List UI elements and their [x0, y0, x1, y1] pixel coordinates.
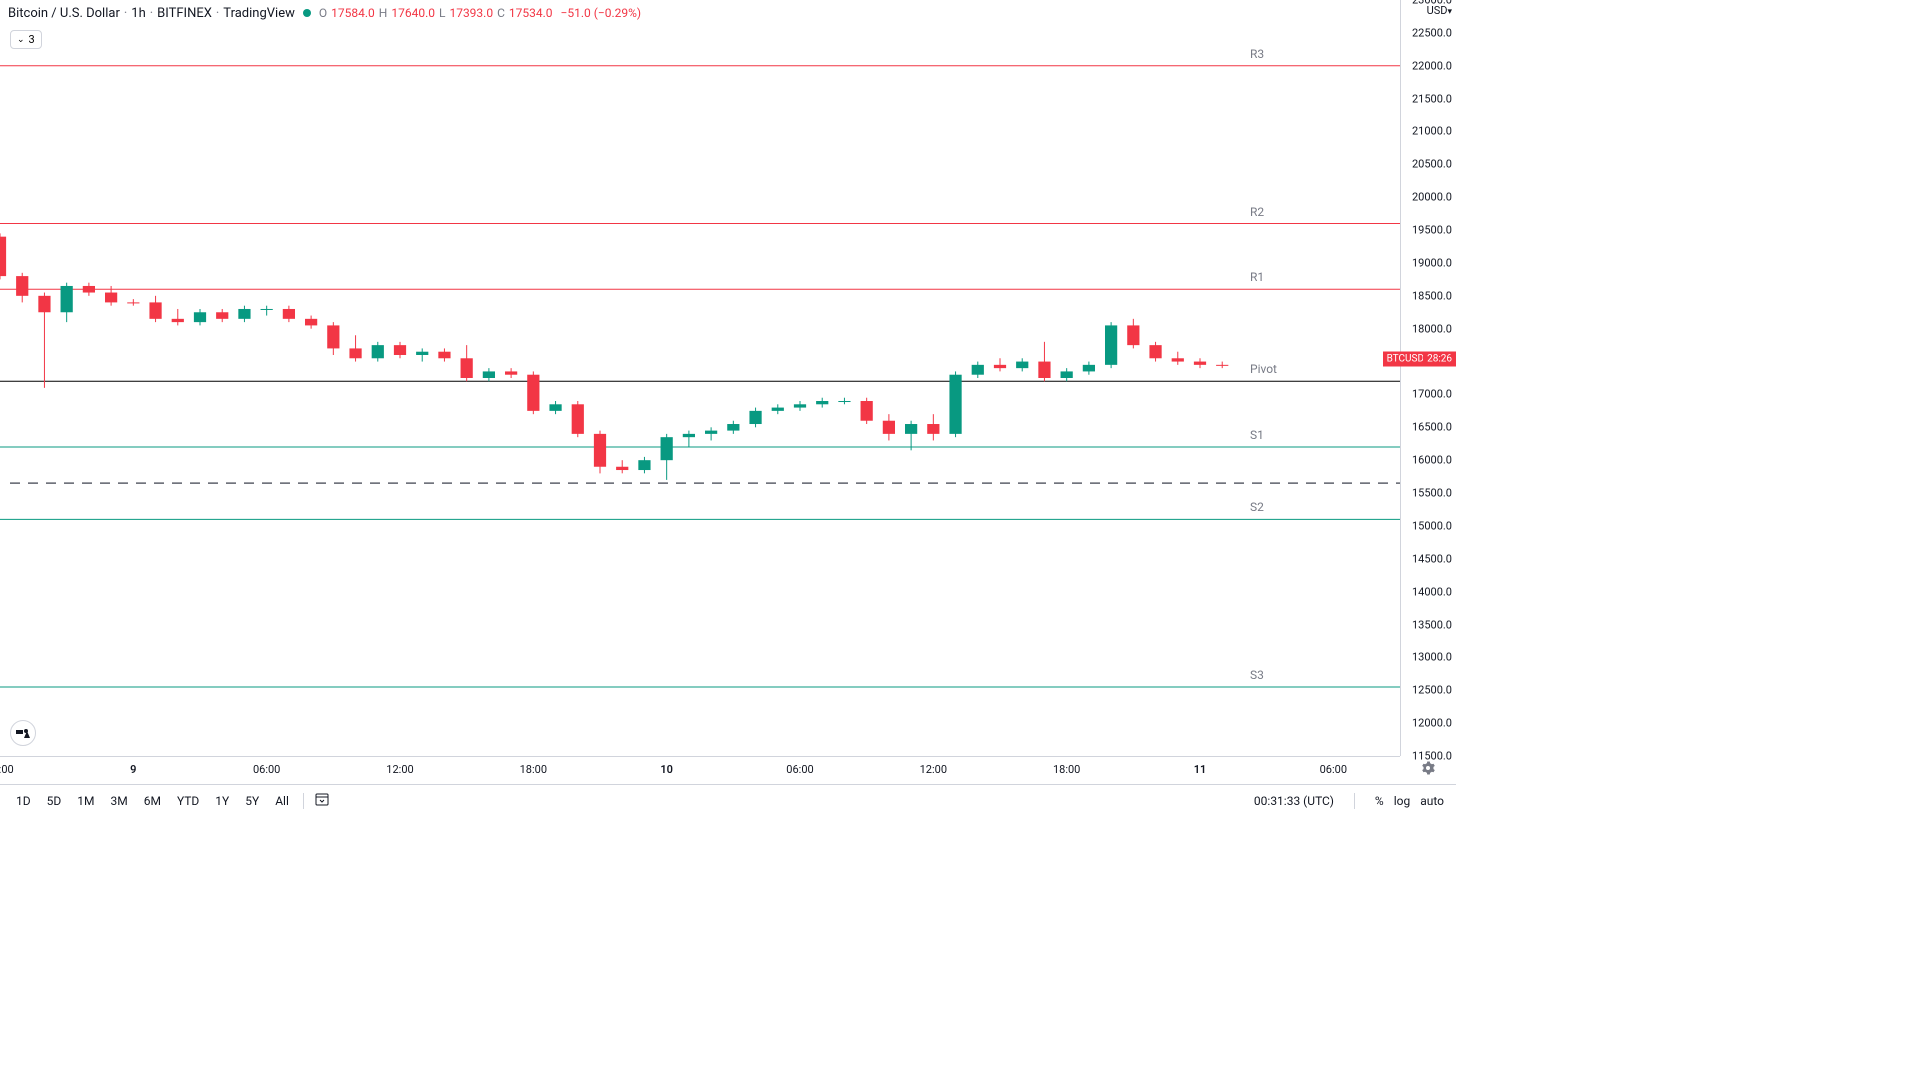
y-axis-tick: 18000.0	[1412, 322, 1452, 335]
y-axis-tick: 14500.0	[1412, 552, 1452, 565]
y-axis-tick: 13000.0	[1412, 651, 1452, 664]
ohlc-display: O17584.0 H17640.0 L17393.0 C17534.0 −51.…	[319, 6, 641, 20]
y-axis-tick: 12000.0	[1412, 717, 1452, 730]
x-axis-tick: 18:00	[520, 763, 547, 776]
price-symbol-badge: BTCUSD	[1383, 352, 1428, 367]
x-axis-tick: 18:00	[1053, 763, 1080, 776]
range-button-1m[interactable]: 1M	[73, 792, 98, 810]
tradingview-logo[interactable]	[10, 720, 36, 746]
chart-header: Bitcoin / U.S. Dollar · 1h · BITFINEX · …	[0, 0, 1456, 26]
pivot-label-r2: R2	[1250, 205, 1264, 219]
chart-settings-icon[interactable]	[1420, 760, 1436, 780]
y-axis-tick: 19000.0	[1412, 256, 1452, 269]
x-axis-tick: 06:00	[786, 763, 813, 776]
y-axis-tick: 19500.0	[1412, 224, 1452, 237]
y-axis-tick: 13500.0	[1412, 618, 1452, 631]
x-axis-tick: 06:00	[253, 763, 280, 776]
timeframe[interactable]: 1h	[131, 6, 145, 21]
x-axis[interactable]: 18:00 9 06:00 12:00 18:00 10 06:00 12:00 18:00 11…	[0, 756, 1400, 784]
range-button-all[interactable]: All	[271, 792, 293, 810]
clock[interactable]: 00:31:33 (UTC)	[1254, 794, 1334, 808]
y-axis-tick: 22000.0	[1412, 59, 1452, 72]
x-axis-tick: 11	[1194, 763, 1207, 776]
y-axis-tick: 20500.0	[1412, 158, 1452, 171]
y-axis-tick: 15500.0	[1412, 487, 1452, 500]
y-axis-tick: 16000.0	[1412, 454, 1452, 467]
y-axis-tick: 12500.0	[1412, 684, 1452, 697]
price-countdown-badge: 28:26	[1423, 352, 1456, 367]
x-axis-tick: 12:00	[386, 763, 413, 776]
pivot-label-r1: R1	[1250, 270, 1264, 284]
indicators-collapse-button[interactable]: ⌄3	[10, 30, 42, 49]
x-axis-tick: 10	[660, 763, 673, 776]
pivot-label-r3: R3	[1250, 47, 1264, 61]
y-axis-tick: 20000.0	[1412, 191, 1452, 204]
y-axis-tick: 22500.0	[1412, 26, 1452, 39]
range-button-ytd[interactable]: YTD	[173, 792, 203, 810]
y-axis-tick: 14000.0	[1412, 585, 1452, 598]
y-axis-tick: 16500.0	[1412, 421, 1452, 434]
chart-area[interactable]	[0, 0, 1400, 756]
range-button-3m[interactable]: 3M	[106, 792, 131, 810]
goto-date-icon[interactable]	[314, 791, 330, 810]
percent-toggle[interactable]: %	[1375, 794, 1384, 808]
pivot-label-pivot: Pivot	[1250, 362, 1277, 376]
range-buttons: 1D 5D 1M 3M 6M YTD 1Y 5Y All	[12, 792, 293, 810]
range-button-1d[interactable]: 1D	[12, 792, 35, 810]
log-toggle[interactable]: log	[1394, 794, 1411, 808]
x-axis-tick: 18:00	[0, 763, 14, 776]
pivot-label-s3: S3	[1250, 668, 1264, 682]
x-axis-tick: 9	[130, 763, 136, 776]
exchange: BITFINEX	[157, 6, 212, 21]
y-axis-tick: 17000.0	[1412, 388, 1452, 401]
range-button-6m[interactable]: 6M	[140, 792, 165, 810]
bottom-toolbar: 1D 5D 1M 3M 6M YTD 1Y 5Y All 00:31:33 (UTC) % lo…	[0, 784, 1456, 816]
market-status-dot	[303, 9, 311, 17]
y-axis-tick: 21500.0	[1412, 92, 1452, 105]
y-axis[interactable]: USD▾ 23000.022500.022000.021500.021000.0…	[1400, 0, 1456, 756]
range-button-5d[interactable]: 5D	[43, 792, 66, 810]
y-axis-tick: 21000.0	[1412, 125, 1452, 138]
range-button-5y[interactable]: 5Y	[241, 792, 263, 810]
auto-toggle[interactable]: auto	[1420, 794, 1444, 808]
symbol-pair[interactable]: Bitcoin / U.S. Dollar	[8, 6, 120, 21]
y-axis-tick: 18500.0	[1412, 289, 1452, 302]
x-axis-tick: 06:00	[1320, 763, 1347, 776]
provider: TradingView	[223, 6, 295, 21]
pivot-label-s1: S1	[1250, 428, 1264, 442]
candlestick-chart[interactable]	[0, 0, 1400, 756]
x-axis-tick: 12:00	[920, 763, 947, 776]
y-axis-tick: 15000.0	[1412, 519, 1452, 532]
range-button-1y[interactable]: 1Y	[211, 792, 233, 810]
pivot-label-s2: S2	[1250, 500, 1264, 514]
